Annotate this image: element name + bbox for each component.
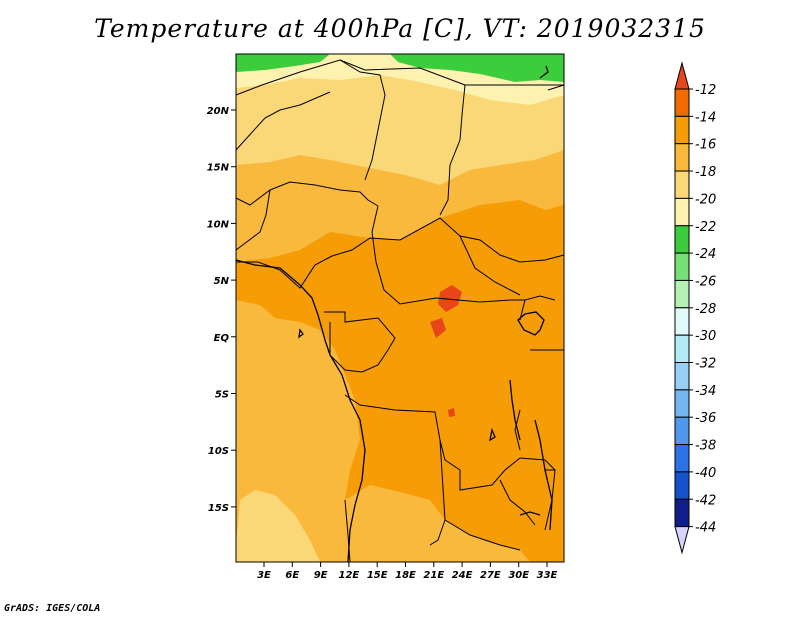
colorbar-label: -24	[695, 247, 716, 262]
colorbar-swatch	[674, 416, 690, 446]
colorbar-label: -12	[695, 83, 716, 98]
colorbar-label: -32	[695, 357, 716, 372]
colorbar-top-arrow	[674, 61, 690, 90]
lon-label: 30E	[508, 570, 529, 581]
colorbar: -12 -14 -16 -18 -20 -22 -24 -26 -28 -30 -32 -34 -36 -…	[674, 61, 716, 555]
colorbar-swatch	[674, 88, 690, 117]
colorbar-label: -42	[695, 493, 716, 508]
colorbar-label: -40	[695, 466, 716, 481]
lat-label: 10S	[208, 446, 229, 457]
field-band-20-18-south	[236, 490, 320, 562]
temperature-field	[236, 54, 564, 562]
field-band-14-12-patch-3	[448, 408, 455, 417]
colorbar-swatch	[674, 471, 690, 500]
longitude-axis: 3E 6E 9E 12E 15E 18E 21E 24E 27E 30E 33E	[257, 562, 558, 581]
lon-label: 9E	[314, 570, 328, 581]
colorbar-swatch	[674, 362, 690, 391]
field-band-14-12-patch-1	[438, 285, 462, 312]
colorbar-label: -36	[695, 411, 716, 426]
colorbar-label: -30	[695, 329, 716, 344]
lon-label: 15E	[367, 570, 388, 581]
coastlines-and-lakes	[235, 65, 553, 563]
country-borders	[235, 59, 565, 563]
colorbar-swatch	[674, 279, 690, 309]
colorbar-label: -28	[695, 302, 716, 317]
chart-title: Temperature at 400hPa [C], VT: 201903231…	[94, 14, 706, 43]
colorbar-swatch	[674, 115, 690, 145]
lat-label: 10N	[207, 219, 230, 230]
field-band-24-22-green-east	[390, 54, 564, 82]
latitude-axis: 20N 15N 10N 5N EQ 5S 10S 15S	[207, 106, 236, 514]
field-band-18-16-south	[345, 485, 530, 562]
colorbar-swatch	[674, 197, 690, 227]
colorbar-label: -34	[695, 384, 716, 399]
lat-label: EQ	[214, 333, 230, 344]
colorbar-label: -16	[695, 138, 716, 153]
colorbar-label: -38	[695, 439, 716, 454]
lat-label: 20N	[207, 106, 230, 117]
lat-label: 15S	[208, 503, 229, 514]
field-band-14-12-patch-2	[430, 318, 446, 338]
colorbar-swatch	[674, 170, 690, 199]
grads-credit: GrADS: IGES/COLA	[4, 603, 101, 614]
colorbar-label: -26	[695, 274, 716, 289]
colorbar-label: -14	[695, 110, 716, 125]
field-band-24-22-green	[236, 54, 330, 72]
lon-label: 27E	[480, 570, 501, 581]
colorbar-label: -18	[695, 165, 716, 180]
colorbar-swatch	[674, 444, 690, 473]
lon-label: 21E	[423, 570, 444, 581]
lon-label: 33E	[537, 570, 558, 581]
lat-label: 15N	[207, 163, 230, 174]
colorbar-swatch	[674, 225, 690, 254]
lat-label: 5S	[215, 390, 229, 401]
lon-label: 6E	[285, 570, 299, 581]
colorbar-swatch	[674, 307, 690, 336]
lon-label: 24E	[452, 570, 473, 581]
lon-label: 18E	[395, 570, 416, 581]
colorbar-swatch	[674, 252, 690, 281]
map-frame	[235, 53, 565, 563]
colorbar-label: -20	[695, 192, 716, 207]
lat-label: 5N	[214, 276, 230, 287]
lon-label: 12E	[339, 570, 360, 581]
colorbar-label: -44	[695, 521, 716, 536]
colorbar-label: -22	[695, 220, 716, 235]
colorbar-bottom-arrow	[674, 526, 690, 555]
colorbar-swatch	[674, 334, 690, 363]
lon-label: 3E	[257, 570, 271, 581]
colorbar-swatch	[674, 389, 690, 418]
colorbar-swatch	[674, 498, 690, 528]
colorbar-swatch	[674, 143, 690, 172]
